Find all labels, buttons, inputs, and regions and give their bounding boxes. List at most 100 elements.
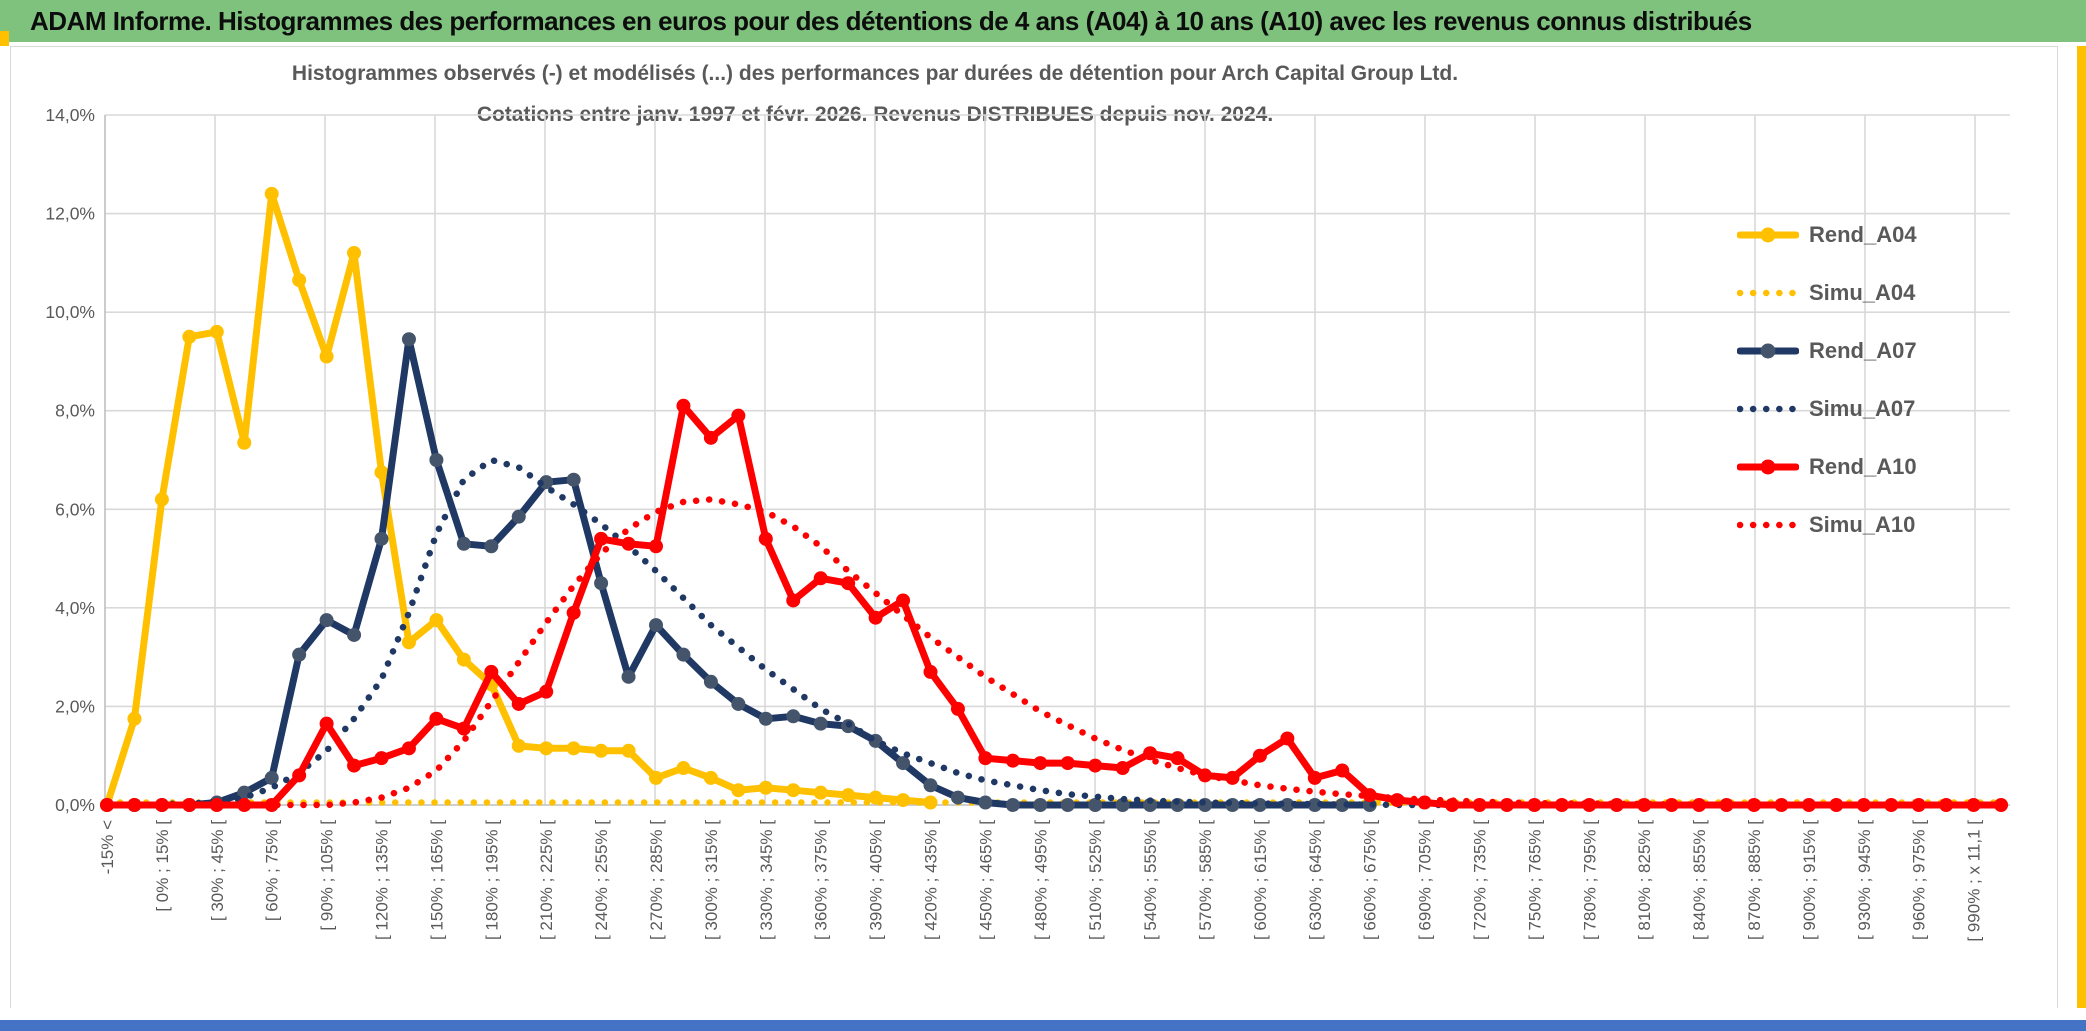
x-tick-label[interactable]: [ 540% ; 555% [ — [1141, 820, 1160, 940]
x-tick-label[interactable]: [ 420% ; 435% [ — [922, 820, 941, 940]
legend-item-simu_a04[interactable]: Simu_A04 — [1737, 264, 1917, 322]
series-rend-a04-marker — [456, 652, 471, 667]
series-rend-a10-line[interactable] — [103, 402, 2005, 809]
series-rend-a04-marker — [319, 349, 334, 364]
legend-swatch-rend_a10 — [1737, 459, 1799, 475]
legend-label-rend_a04: Rend_A04 — [1809, 222, 1917, 247]
x-tick-label[interactable]: [ 270% ; 285% [ — [647, 820, 666, 940]
legend-item-rend_a07[interactable]: Rend_A07 — [1737, 322, 1917, 380]
x-tick-label[interactable]: [ 210% ; 225% [ — [537, 820, 556, 940]
series-rend-a10-marker — [1280, 731, 1295, 746]
x-tick-label[interactable]: [ 30% ; 45% [ — [208, 820, 227, 921]
series-rend-a10-marker — [292, 768, 307, 783]
chart-title-line1[interactable]: Histogrammes observés (-) et modélisés (… — [291, 62, 1459, 85]
y-tick-label[interactable]: 14,0% — [45, 105, 95, 125]
y-tick-label[interactable]: 12,0% — [45, 204, 95, 224]
x-tick-label[interactable]: [ 240% ; 255% [ — [592, 820, 611, 940]
x-tick-label[interactable]: [ 750% ; 765% [ — [1525, 820, 1544, 940]
x-tick-label[interactable]: [ 330% ; 345% [ — [757, 820, 776, 940]
series-rend-a10-marker — [1033, 756, 1048, 771]
series-rend-a04-marker — [374, 465, 389, 480]
x-tick-label[interactable]: [ 630% ; 645% [ — [1306, 820, 1325, 940]
x-tick-label[interactable]: [ 450% ; 465% [ — [976, 820, 995, 940]
series-rend-a10-marker — [649, 539, 663, 554]
x-tick-label[interactable]: [ 930% ; 945% [ — [1855, 820, 1874, 940]
x-tick-label[interactable]: [ 480% ; 495% [ — [1031, 820, 1050, 940]
y-tick-label[interactable]: 8,0% — [55, 401, 95, 421]
series-rend-a07-marker — [594, 576, 609, 591]
series-rend-a10-marker — [594, 531, 609, 546]
y-tick-label[interactable]: 2,0% — [55, 696, 95, 716]
x-tick-label[interactable]: -15% < — [98, 820, 117, 874]
x-tick-label[interactable]: [ 840% ; 855% [ — [1690, 820, 1709, 940]
series-rend-a07-marker — [1280, 798, 1295, 812]
legend-swatch-rend_a07 — [1737, 343, 1799, 359]
x-tick-label[interactable]: [ 300% ; 315% [ — [702, 820, 721, 940]
legend-swatch-rend_a04 — [1737, 227, 1799, 243]
series-rend-a04-marker — [703, 770, 718, 785]
series-rend-a10-marker — [1307, 770, 1322, 785]
legend-swatch-simu_a10 — [1737, 521, 1799, 529]
header-title[interactable]: ADAM Informe. Histogrammes des performan… — [30, 5, 1752, 36]
x-tick-label[interactable]: [ 660% ; 675% [ — [1361, 820, 1380, 940]
x-tick-label[interactable]: [ 810% ; 825% [ — [1635, 820, 1654, 940]
x-tick-label[interactable]: [ 900% ; 915% [ — [1800, 820, 1819, 940]
series-rend-a04-marker — [209, 324, 224, 339]
x-tick-label[interactable]: [ 120% ; 135% [ — [373, 820, 392, 940]
x-tick-label[interactable]: [ 390% ; 405% [ — [867, 820, 886, 940]
x-tick-label[interactable]: [ 0% ; 15% [ — [153, 820, 172, 912]
y-tick-label[interactable]: 4,0% — [55, 598, 95, 618]
series-rend-a07-marker — [896, 756, 911, 771]
series-rend-a04-marker — [154, 492, 169, 507]
series-rend-a04-marker — [676, 761, 691, 776]
series-rend-a04-marker — [841, 788, 856, 803]
header-bar: ADAM Informe. Histogrammes des performan… — [0, 0, 2086, 42]
series-rend-a04-marker — [264, 186, 279, 201]
legend-item-rend_a04[interactable]: Rend_A04 — [1737, 206, 1917, 264]
series-rend-a10-marker — [484, 664, 499, 679]
x-tick-label[interactable]: [ 180% ; 195% [ — [482, 820, 501, 940]
series-rend-a10-marker — [566, 605, 581, 620]
y-tick-label[interactable]: 10,0% — [45, 302, 95, 322]
series-rend-a10-marker — [1060, 756, 1075, 771]
series-rend-a10-marker — [1143, 746, 1158, 761]
legend-item-simu_a10[interactable]: Simu_A10 — [1737, 496, 1917, 554]
series-rend-a07-marker — [758, 711, 773, 726]
series-rend-a10-marker — [1939, 798, 1954, 812]
series-rend-a04-line[interactable] — [103, 190, 934, 809]
legend-item-simu_a07[interactable]: Simu_A07 — [1737, 380, 1917, 438]
series-rend-a10-marker — [1005, 753, 1020, 768]
series-rend-a04-marker — [511, 738, 526, 753]
legend-label-simu_a04: Simu_A04 — [1809, 280, 1916, 305]
legend-item-rend_a10[interactable]: Rend_A10 — [1737, 438, 1917, 496]
x-tick-label[interactable]: [ 870% ; 885% [ — [1745, 820, 1764, 940]
series-rend-a10-marker — [511, 696, 526, 711]
x-tick-label[interactable]: [ 690% ; 705% [ — [1416, 820, 1435, 940]
x-tick-label[interactable]: [ 720% ; 735% [ — [1471, 820, 1490, 940]
series-rend-a10-marker — [950, 701, 965, 716]
series-rend-a10-marker — [703, 430, 718, 445]
x-tick-label[interactable]: [ 360% ; 375% [ — [812, 820, 831, 940]
x-tick-label[interactable]: [ 90% ; 105% [ — [318, 820, 337, 931]
series-rend-a10-marker — [1966, 798, 1981, 812]
series-rend-a10-marker — [1170, 751, 1185, 766]
series-rend-a07-marker — [1198, 798, 1212, 812]
series-rend-a10-marker — [237, 798, 252, 812]
x-tick-label[interactable]: [ 60% ; 75% [ — [263, 820, 282, 921]
x-tick-label[interactable]: [ 990% ; x 11,1 [ — [1965, 820, 1984, 942]
series-rend-a10-marker — [1609, 798, 1624, 812]
x-tick-label[interactable]: [ 960% ; 975% [ — [1910, 820, 1929, 940]
x-tick-label[interactable]: [ 780% ; 795% [ — [1580, 820, 1599, 940]
x-tick-label[interactable]: [ 510% ; 525% [ — [1086, 820, 1105, 940]
y-tick-label[interactable]: 0,0% — [55, 795, 95, 815]
series-rend-a10-marker — [731, 408, 746, 423]
x-tick-label[interactable]: [ 570% ; 585% [ — [1196, 820, 1215, 940]
x-tick-label[interactable]: [ 150% ; 165% [ — [427, 820, 446, 940]
series-rend-a10-marker — [923, 664, 938, 679]
y-tick-label[interactable]: 6,0% — [55, 499, 95, 519]
chart-area[interactable] — [10, 46, 2058, 1010]
series-rend-a10-marker — [264, 798, 279, 812]
series-rend-a10-marker — [1252, 748, 1267, 763]
x-tick-label[interactable]: [ 600% ; 615% [ — [1251, 820, 1270, 940]
